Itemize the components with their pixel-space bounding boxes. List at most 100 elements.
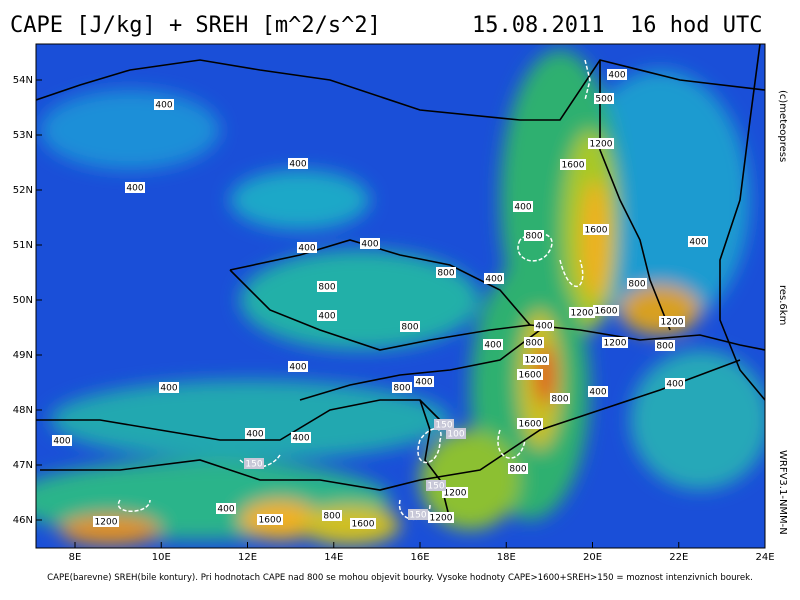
cape-label: 800 bbox=[393, 384, 410, 394]
cape-label-box bbox=[257, 514, 283, 525]
cape-label: 400 bbox=[484, 341, 501, 351]
resolution: res.6km bbox=[777, 285, 788, 325]
lon-tick-label: 8E bbox=[69, 552, 82, 563]
sreh-label: 150 bbox=[435, 421, 452, 431]
cape-label-box bbox=[508, 463, 528, 474]
cape-label: 400 bbox=[689, 238, 706, 248]
cape-label: 400 bbox=[298, 244, 315, 254]
cape-label: 800 bbox=[318, 283, 335, 293]
lat-tick-label: 54N bbox=[13, 75, 33, 86]
cape-label-box bbox=[297, 242, 317, 253]
cape-label-box bbox=[322, 510, 342, 521]
cape-label: 400 bbox=[514, 203, 531, 213]
cape-label-box bbox=[317, 281, 337, 292]
cape-label-box bbox=[93, 516, 119, 527]
date: 15.08.2011 bbox=[472, 13, 604, 38]
lat-tick-label: 47N bbox=[13, 460, 33, 471]
cape-label-box bbox=[245, 428, 265, 439]
lon-tick-label: 10E bbox=[152, 552, 171, 563]
cape-label: 400 bbox=[246, 430, 263, 440]
cape-label-box bbox=[524, 337, 544, 348]
cape-label: 400 bbox=[415, 378, 432, 388]
borders bbox=[36, 44, 765, 521]
cape-label-box bbox=[588, 386, 608, 397]
cape-label: 400 bbox=[589, 388, 606, 398]
cape-label: 800 bbox=[401, 323, 418, 333]
cape-label-box bbox=[550, 393, 570, 404]
sreh-label: 150 bbox=[409, 511, 426, 521]
lat-tick-label: 48N bbox=[13, 405, 33, 416]
cape-label-box bbox=[688, 236, 708, 247]
model: WRFV3.1-NMM-N bbox=[777, 450, 788, 535]
cape-label: 400 bbox=[289, 160, 306, 170]
cape-label: 1600 bbox=[595, 307, 618, 317]
cape-label-box bbox=[428, 512, 454, 523]
cape-label-box bbox=[602, 337, 628, 348]
cape-label-box bbox=[400, 321, 420, 332]
sreh-label: 100 bbox=[447, 430, 464, 440]
cape-label: 800 bbox=[656, 342, 673, 352]
cape-label: 800 bbox=[628, 280, 645, 290]
cape-label-box bbox=[159, 382, 179, 393]
cape-label-box bbox=[483, 339, 503, 350]
cape-label-box bbox=[288, 158, 308, 169]
cape-label: 400 bbox=[155, 101, 172, 111]
cape-label-box bbox=[360, 238, 380, 249]
lat-tick-label: 52N bbox=[13, 185, 33, 196]
cape-label: 800 bbox=[551, 395, 568, 405]
lon-tick-label: 24E bbox=[755, 552, 774, 563]
cape-label: 400 bbox=[289, 363, 306, 373]
cape-label: 800 bbox=[525, 339, 542, 349]
map-field: 400 500 1200 400 400 400 1600 400 1600 800 400 400 4… bbox=[36, 44, 765, 548]
cape-label: 1200 bbox=[604, 339, 627, 349]
cape-label-box bbox=[125, 182, 145, 193]
cape-label: 800 bbox=[323, 512, 340, 522]
cape-label-box bbox=[350, 518, 376, 529]
cape-label: 800 bbox=[437, 269, 454, 279]
cape-label: 1600 bbox=[259, 516, 282, 526]
cape-label: 1200 bbox=[661, 318, 684, 328]
lon-tick-label: 22E bbox=[669, 552, 688, 563]
lon-tick-label: 18E bbox=[497, 552, 516, 563]
cape-label-box bbox=[154, 99, 174, 110]
cape-label: 400 bbox=[666, 380, 683, 390]
lon-tick-label: 14E bbox=[324, 552, 343, 563]
cape-label: 1600 bbox=[519, 371, 542, 381]
sreh-label-box bbox=[434, 419, 454, 430]
cape-label-box bbox=[291, 432, 311, 443]
cape-label-box bbox=[436, 267, 456, 278]
cape-label-box bbox=[655, 340, 675, 351]
cape-label: 400 bbox=[361, 240, 378, 250]
cape-label-box bbox=[513, 201, 533, 212]
cape-label-box bbox=[593, 305, 619, 316]
cape-label: 1200 bbox=[444, 489, 467, 499]
cape-label-box bbox=[583, 224, 609, 235]
cape-label: 1200 bbox=[430, 514, 453, 524]
cape-label: 1200 bbox=[590, 140, 613, 150]
cape-label: 400 bbox=[318, 312, 335, 322]
cape-label-box bbox=[517, 369, 543, 380]
cape-label: 400 bbox=[485, 275, 502, 285]
sreh-label-box bbox=[446, 428, 466, 439]
cape-label: 1600 bbox=[562, 161, 585, 171]
cape-label-box bbox=[442, 487, 468, 498]
cape-label: 1600 bbox=[352, 520, 375, 530]
cape-label-box bbox=[588, 138, 614, 149]
cape-label-box bbox=[659, 316, 685, 327]
cape-label-box bbox=[523, 354, 549, 365]
cape-label-box bbox=[569, 307, 595, 318]
cape-label: 1600 bbox=[585, 226, 608, 236]
sreh-label: 150 bbox=[427, 482, 444, 492]
time: 16 hod UTC bbox=[630, 13, 762, 38]
lat-tick-label: 49N bbox=[13, 350, 33, 361]
cape-field bbox=[36, 50, 765, 545]
cape-label-box bbox=[627, 278, 647, 289]
cape-label-box bbox=[607, 69, 627, 80]
axes: 54N 53N 52N 51N 50N 49N 48N 47N 46N 8E 10E 12E 14E 16… bbox=[13, 75, 775, 563]
lon-tick-label: 20E bbox=[583, 552, 602, 563]
lat-tick-label: 50N bbox=[13, 295, 33, 306]
lon-tick-label: 12E bbox=[238, 552, 257, 563]
cape-label-box bbox=[665, 378, 685, 389]
